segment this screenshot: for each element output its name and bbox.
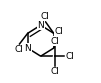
Text: N: N xyxy=(37,21,44,30)
Text: Cl: Cl xyxy=(14,45,23,54)
Text: Cl: Cl xyxy=(50,67,59,76)
Text: Cl: Cl xyxy=(55,27,64,36)
Text: Cl: Cl xyxy=(50,37,59,46)
Text: N: N xyxy=(24,43,31,53)
Text: Cl: Cl xyxy=(65,52,74,61)
Text: Cl: Cl xyxy=(41,12,50,21)
